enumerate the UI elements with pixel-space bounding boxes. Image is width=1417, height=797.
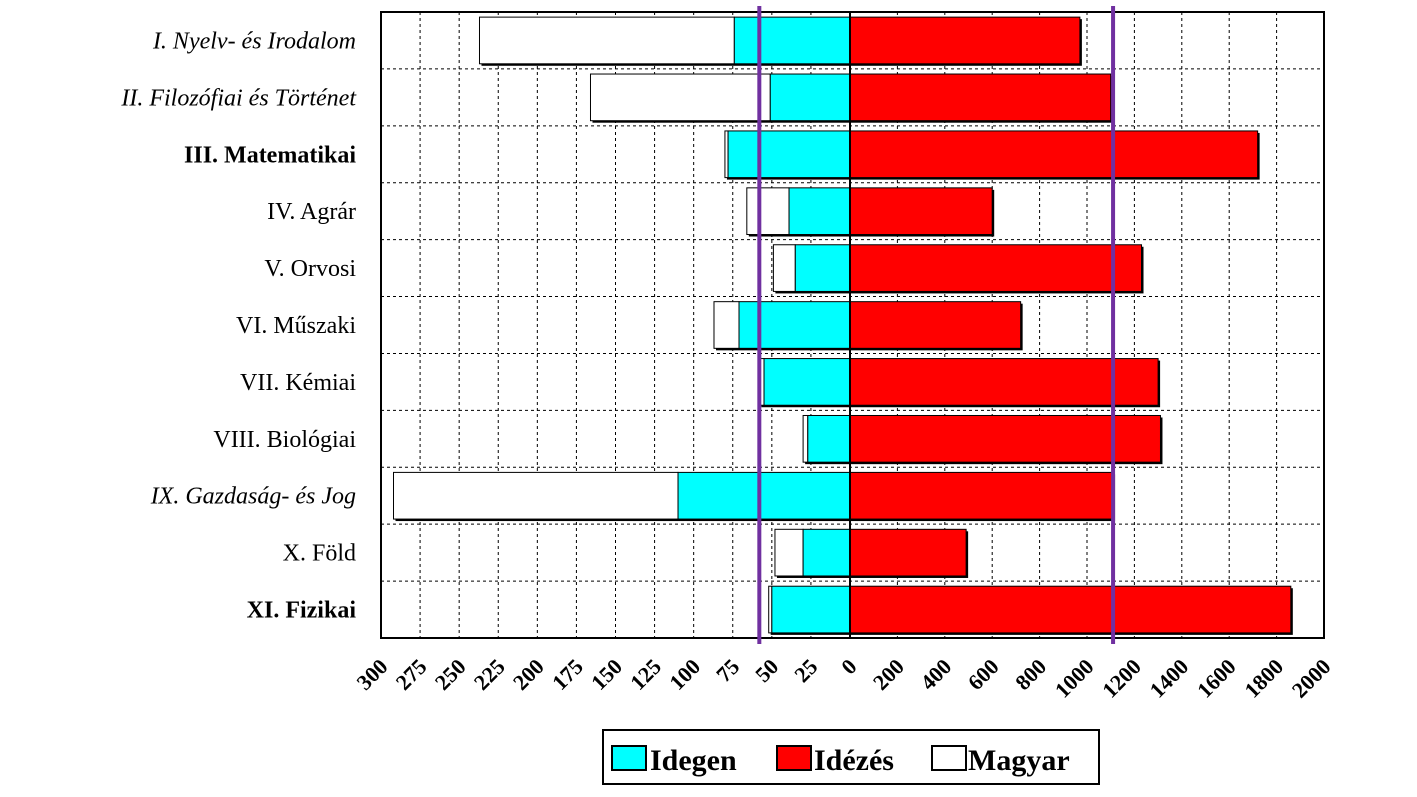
x-tick-label: 0 — [836, 654, 861, 679]
x-tick-label: 1200 — [1097, 654, 1146, 703]
bar-idezes — [849, 358, 1159, 406]
bar-idegen — [763, 358, 851, 406]
bar-idezes — [849, 244, 1143, 292]
category-label: V. Orvosi — [264, 256, 356, 282]
bar-idegen — [807, 414, 851, 463]
bar-idezes — [849, 16, 1081, 65]
x-tick-label: 600 — [963, 654, 1004, 695]
legend-swatch — [931, 745, 967, 771]
x-tick-label: 400 — [915, 654, 956, 695]
category-label: IX. Gazdaság- és Jog — [150, 484, 356, 510]
x-tick-label: 300 — [352, 654, 393, 695]
x-tick-label: 250 — [430, 654, 471, 695]
category-label: VIII. Biológiai — [213, 427, 356, 453]
legend-swatch — [611, 745, 647, 771]
category-label: IV. Agrár — [267, 199, 356, 225]
category-label: III. Matematikai — [184, 142, 356, 168]
bar-magyar — [589, 73, 771, 122]
category-label: II. Filozófiai és Történet — [120, 85, 357, 111]
x-tick-label: 175 — [547, 654, 588, 695]
bar-magyar — [478, 16, 735, 65]
bar-idezes — [849, 528, 967, 577]
category-label: VII. Kémiai — [240, 370, 356, 396]
x-tick-label: 1400 — [1145, 654, 1194, 703]
x-tick-label: 1800 — [1239, 654, 1288, 703]
legend-swatch — [776, 745, 812, 771]
legend-label: Magyar — [968, 744, 1070, 777]
x-tick-label: 275 — [391, 654, 432, 695]
legend-label: Idézés — [814, 744, 894, 777]
bar-magyar — [802, 414, 809, 463]
category-label: I. Nyelv- és Irodalom — [152, 28, 356, 54]
bar-idezes — [849, 187, 993, 236]
x-tick-label: 200 — [508, 654, 549, 695]
x-tick-label: 100 — [664, 654, 705, 695]
x-tick-label: 125 — [625, 654, 666, 695]
bar-idegen — [727, 130, 851, 179]
category-label: VI. Műszaki — [236, 313, 356, 339]
bar-magyar — [746, 187, 790, 236]
category-label: XI. Fizikai — [247, 598, 357, 624]
bar-magyar — [772, 244, 796, 292]
x-tick-label: 1600 — [1192, 654, 1241, 703]
bar-idegen — [771, 585, 851, 634]
x-tick-label: 150 — [586, 654, 627, 695]
reference-lines — [757, 6, 1116, 644]
bars — [393, 16, 1293, 635]
category-labels: I. Nyelv- és Irodalom II. Filozófiai és T… — [120, 28, 357, 623]
x-tick-label: 225 — [469, 654, 510, 695]
x-tick-label: 800 — [1010, 654, 1051, 695]
bar-idegen — [788, 187, 851, 236]
x-tick-label: 75 — [711, 654, 744, 687]
legend-label: Idegen — [650, 744, 737, 777]
x-tick-label: 200 — [868, 654, 909, 695]
plot-frame — [380, 11, 1325, 639]
bar-magyar — [713, 301, 740, 349]
bar-idegen — [769, 73, 851, 122]
bar-idezes — [849, 130, 1259, 179]
x-tick-label: 50 — [750, 654, 783, 687]
bar-idegen — [802, 528, 851, 577]
bar-idegen — [794, 244, 851, 292]
bar-idezes — [849, 301, 1022, 349]
bar-idezes — [849, 73, 1112, 122]
bar-idezes — [849, 585, 1292, 634]
bar-idezes — [849, 471, 1114, 520]
bar-idegen — [733, 16, 851, 65]
x-tick-label: 25 — [789, 654, 822, 687]
category-label: X. Föld — [283, 541, 356, 567]
bar-idegen — [677, 471, 851, 520]
bar-magyar — [774, 528, 804, 577]
bar-idegen — [738, 301, 851, 349]
bar-magyar — [393, 471, 679, 520]
legend: Idegen Idézés Magyar — [602, 729, 1100, 785]
x-tick-label: 2000 — [1287, 654, 1336, 703]
legend-box — [602, 729, 1100, 785]
x-tick-label: 1000 — [1050, 654, 1099, 703]
bar-idezes — [849, 414, 1161, 463]
